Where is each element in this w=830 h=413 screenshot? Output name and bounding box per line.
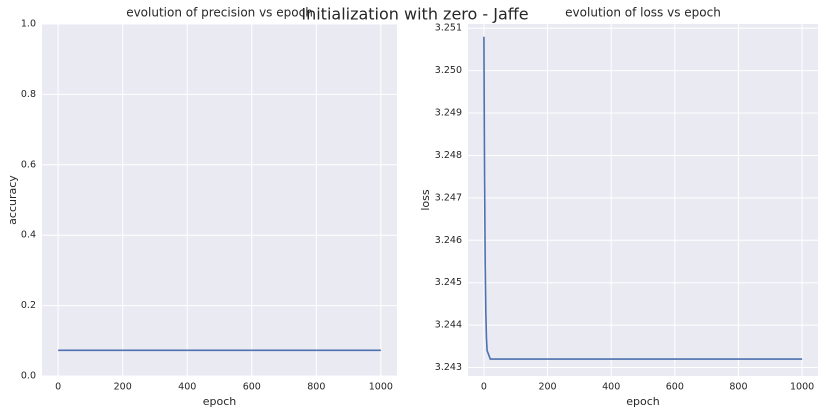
y-tick-label: 3.244	[435, 320, 462, 331]
x-tick-label: 200	[114, 382, 132, 393]
x-tick-label: 200	[538, 382, 556, 393]
x-tick-label: 0	[55, 382, 61, 393]
y-axis-label: loss	[419, 189, 432, 211]
y-tick-label: 0.2	[21, 300, 36, 311]
y-tick-label: 3.247	[435, 192, 462, 203]
y-tick-label: 1.0	[21, 19, 36, 30]
y-tick-label: 3.250	[435, 65, 462, 76]
figure-title: Initialization with zero - Jaffe	[301, 5, 528, 24]
x-tick-label: 800	[307, 382, 325, 393]
plot-area	[42, 24, 397, 376]
x-axis-label: epoch	[626, 395, 660, 408]
x-tick-label: 800	[729, 382, 747, 393]
y-tick-label: 3.248	[435, 150, 462, 161]
x-axis-label: epoch	[203, 395, 237, 408]
y-tick-label: 0.8	[21, 89, 36, 100]
y-tick-label: 3.251	[435, 23, 462, 34]
y-tick-label: 0.0	[21, 371, 36, 382]
plot-area	[468, 24, 818, 376]
y-axis-label: accuracy	[6, 175, 19, 225]
x-tick-label: 600	[666, 382, 684, 393]
y-tick-label: 3.243	[435, 362, 462, 373]
y-tick-label: 3.249	[435, 108, 462, 119]
x-tick-label: 400	[602, 382, 620, 393]
y-tick-label: 0.4	[21, 230, 36, 241]
y-tick-label: 0.6	[21, 159, 36, 170]
data-line	[483, 36, 803, 360]
x-tick-label: 400	[178, 382, 196, 393]
x-tick-label: 600	[243, 382, 261, 393]
axes-title: evolution of precision vs epoch	[126, 6, 313, 20]
x-tick-label: 1000	[369, 382, 393, 393]
axes-title: evolution of loss vs epoch	[565, 6, 721, 20]
x-tick-label: 0	[481, 382, 487, 393]
y-tick-label: 3.246	[435, 235, 462, 246]
y-tick-label: 3.245	[435, 277, 462, 288]
x-tick-label: 1000	[790, 382, 814, 393]
